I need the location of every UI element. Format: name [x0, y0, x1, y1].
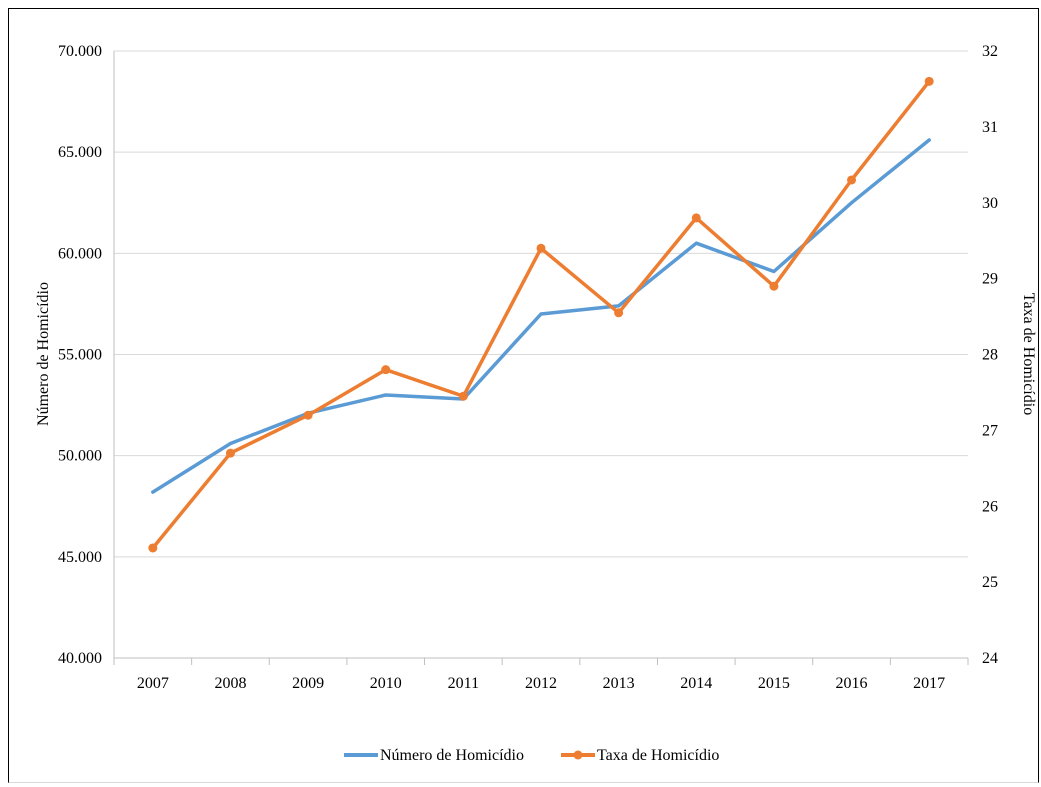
y-tick-label: 40.000: [58, 650, 102, 667]
y2-tick-label: 27: [982, 422, 998, 439]
y-tick-label: 70.000: [58, 43, 102, 60]
chart-frame: 40.000 45.000 50.000 55.000 60.000 65.000 70.0…: [8, 8, 1039, 783]
y2-tick-label: 28: [982, 347, 998, 364]
x-tick-label: 2008: [214, 675, 246, 692]
x-tick-label: 2012: [525, 675, 557, 692]
axes: [113, 51, 969, 665]
y2-tick-label: 29: [982, 271, 998, 288]
series-2-point: [148, 543, 158, 553]
series-markers: [148, 76, 934, 553]
series-lines: [151, 79, 931, 550]
y2-tick-label: 26: [982, 498, 998, 515]
x-tick-label: 2017: [913, 675, 945, 692]
line-chart: 40.000 45.000 50.000 55.000 60.000 65.000 70.0…: [35, 43, 1037, 764]
y-tick-label: 55.000: [58, 347, 102, 364]
x-tick-label: 2013: [603, 675, 635, 692]
series-2-point: [536, 243, 546, 253]
y2-tick-label: 24: [982, 650, 998, 667]
y-axis-right-ticks: 24 25 26 27 28 29 30 31 32: [982, 43, 998, 667]
legend: Número de Homicídio Taxa de Homicídio: [344, 747, 719, 764]
x-tick-label: 2007: [137, 675, 169, 692]
legend-marker: [573, 750, 583, 760]
x-tick-label: 2014: [680, 675, 712, 692]
series-line-1: [151, 138, 931, 494]
y-tick-label: 60.000: [58, 245, 102, 262]
series-2-point: [769, 281, 779, 291]
x-tick-label: 2011: [448, 675, 479, 692]
y-tick-label: 65.000: [58, 144, 102, 161]
y-axis-left-ticks: 40.000 45.000 50.000 55.000 60.000 65.000 70.0…: [58, 43, 102, 667]
series-2-point: [924, 76, 934, 86]
series-2-point: [381, 365, 391, 375]
x-tick-label: 2009: [292, 675, 324, 692]
legend-label: Número de Homicídio: [380, 747, 524, 764]
x-tick-label: 2010: [370, 675, 402, 692]
y-axis-right-title: Taxa de Homicídio: [1020, 293, 1037, 415]
series-2-point: [458, 391, 468, 401]
series-2-point: [847, 175, 857, 185]
series-2-point: [691, 213, 701, 223]
x-tick-label: 2015: [758, 675, 790, 692]
y-tick-label: 50.000: [58, 448, 102, 465]
y2-tick-label: 32: [982, 43, 998, 60]
series-2-point: [225, 448, 235, 458]
gridlines: [114, 50, 968, 558]
y2-tick-label: 30: [982, 195, 998, 212]
legend-label: Taxa de Homicídio: [597, 747, 719, 764]
series-2-point: [614, 308, 624, 318]
y2-tick-label: 25: [982, 574, 998, 591]
y-axis-left-title: Número de Homicídio: [35, 282, 52, 426]
x-axis-ticks: 2007 2008 2009 2010 2011 2012 2013 2014 2015 2016…: [137, 675, 945, 692]
y-tick-label: 45.000: [58, 549, 102, 566]
x-tick-label: 2016: [836, 675, 868, 692]
y2-tick-label: 31: [982, 119, 998, 136]
series-2-point: [303, 410, 313, 420]
